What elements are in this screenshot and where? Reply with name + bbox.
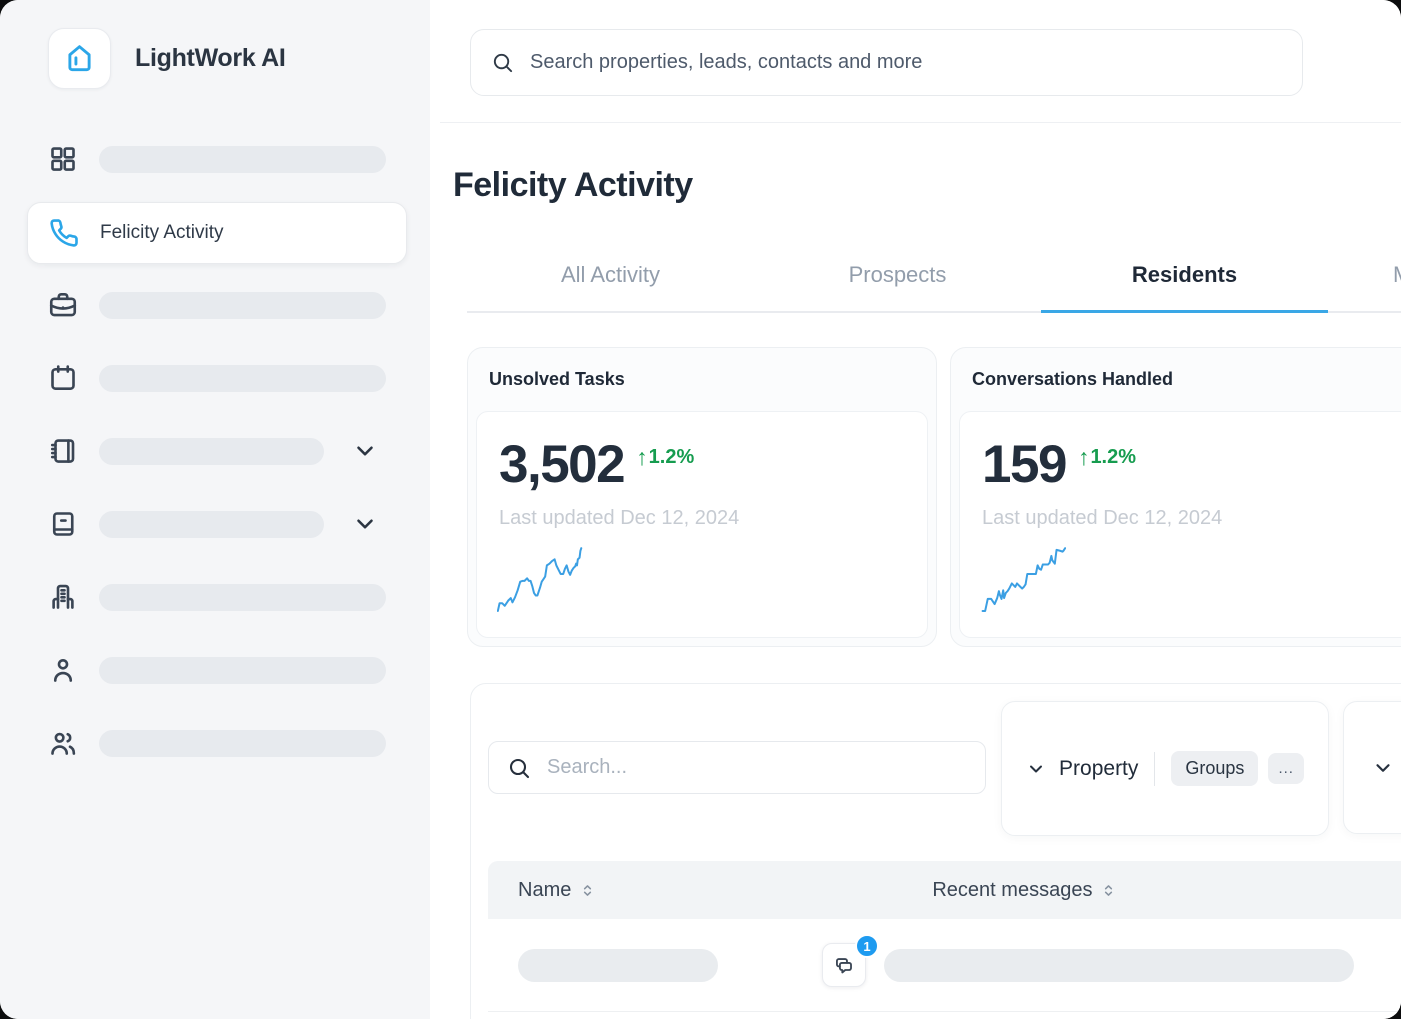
stat-delta-value: 1.2% [1090, 446, 1137, 468]
sidebar-item-label: Felicity Activity [100, 222, 224, 243]
chat-icon [835, 957, 852, 973]
app-logo-row: LightWork AI [48, 28, 286, 89]
page-title: Felicity Activity [453, 166, 693, 204]
nav-label-placeholder [99, 291, 386, 319]
secondary-filter[interactable] [1343, 701, 1401, 834]
residents-list-panel: Property Groups ... Name Recent messages [470, 683, 1401, 1019]
sparkline-chart [497, 537, 583, 623]
list-search[interactable] [488, 741, 986, 794]
phone-icon [50, 219, 78, 247]
tab-prospects[interactable]: Prospects [848, 262, 947, 287]
property-filter-label: Property [1059, 756, 1139, 780]
column-label: Name [518, 878, 572, 901]
calendar-icon [51, 365, 75, 390]
nav-label-placeholder [99, 656, 386, 684]
message-placeholder [884, 948, 1354, 982]
tab-bar: All Activity Prospects Residents M [467, 248, 1401, 313]
stat-value: 159 [982, 435, 1067, 494]
search-icon [493, 53, 513, 73]
table-header: Name Recent messages [488, 861, 1401, 919]
nav-label-placeholder [99, 364, 386, 392]
home-icon [68, 45, 91, 72]
nav-label-placeholder [99, 583, 386, 611]
nav-label-placeholder [99, 437, 324, 465]
stat-card-body: 3,502 ↑ 1.2% Last updated Dec 12, 2024 [476, 411, 928, 638]
header-divider [440, 122, 1401, 123]
arrow-up-icon: ↑ [636, 444, 648, 470]
sidebar-item-dashboard[interactable] [0, 144, 430, 174]
sort-icon[interactable] [579, 882, 596, 899]
nav-label-placeholder [99, 729, 386, 757]
sidebar: LightWork AI Felicity Activity [0, 0, 431, 1019]
stat-delta: ↑ 1.2% [636, 446, 694, 469]
nav-label-placeholder [99, 510, 324, 538]
building-icon [52, 584, 74, 609]
chevron-down-icon[interactable] [352, 438, 378, 464]
tab-clipped[interactable]: M [1328, 248, 1401, 311]
stat-value: 3,502 [499, 435, 626, 494]
stat-updated-text: Last updated Dec 12, 2024 [982, 507, 1223, 529]
column-header-recent-messages[interactable]: Recent messages [932, 879, 1117, 902]
tab-all-activity[interactable]: All Activity [560, 262, 661, 287]
sidebar-item-properties[interactable] [0, 582, 430, 612]
name-placeholder [518, 948, 718, 982]
sidebar-item-notebook[interactable] [0, 436, 430, 466]
sidebar-item-teams[interactable] [0, 728, 430, 758]
list-search-input[interactable] [545, 755, 949, 780]
sparkline-chart [980, 537, 1066, 623]
tab-residents[interactable]: Residents [1041, 248, 1328, 313]
stat-delta-value: 1.2% [648, 446, 695, 468]
sidebar-item-felicity-activity[interactable]: Felicity Activity [27, 202, 407, 264]
vertical-divider [1154, 751, 1156, 786]
stat-delta: ↑ 1.2% [1078, 446, 1136, 469]
global-search[interactable] [470, 29, 1303, 96]
sort-icon[interactable] [1100, 882, 1117, 899]
nav-label-placeholder [99, 145, 386, 173]
property-filter[interactable]: Property Groups ... [1001, 701, 1329, 836]
sidebar-item-contacts[interactable] [0, 655, 430, 685]
notebook-icon [50, 439, 75, 463]
chevron-down-icon[interactable] [1026, 759, 1046, 779]
chevron-down-icon[interactable] [1372, 757, 1394, 779]
grid-icon [51, 147, 75, 171]
unread-count-badge: 1 [855, 934, 879, 958]
arrow-up-icon: ↑ [1077, 444, 1090, 470]
table-row[interactable]: 1 [488, 919, 1401, 1012]
sidebar-item-jobs[interactable] [0, 290, 430, 320]
app-name: LightWork AI [135, 44, 286, 72]
user-icon [53, 658, 73, 682]
users-icon [51, 732, 76, 755]
chat-button[interactable]: 1 [822, 934, 879, 987]
app-logo[interactable] [48, 28, 111, 89]
groups-button[interactable]: Groups [1171, 751, 1259, 786]
stat-updated-text: Last updated Dec 12, 2024 [499, 507, 740, 529]
stat-card-body: 159 ↑ 1.2% Last updated Dec 12, 2024 [959, 411, 1401, 638]
sidebar-item-journal[interactable] [0, 509, 430, 539]
book-icon [52, 512, 74, 536]
chevron-down-icon[interactable] [352, 511, 378, 537]
search-icon [509, 758, 530, 778]
more-options-button[interactable]: ... [1268, 753, 1304, 784]
briefcase-icon [49, 292, 77, 317]
stat-card-unsolved-tasks: Unsolved Tasks 3,502 ↑ 1.2% Last updated… [467, 347, 937, 647]
column-header-name[interactable]: Name [518, 879, 596, 902]
stat-card-title: Unsolved Tasks [489, 369, 625, 389]
main-content: Felicity Activity All Activity Prospects… [430, 0, 1401, 1019]
column-label: Recent messages [932, 878, 1093, 901]
global-search-input[interactable] [528, 50, 1252, 75]
stat-card-conversations-handled: Conversations Handled 159 ↑ 1.2% Last up… [950, 347, 1401, 647]
sidebar-item-calendar[interactable] [0, 363, 430, 393]
stat-card-title: Conversations Handled [972, 369, 1174, 389]
